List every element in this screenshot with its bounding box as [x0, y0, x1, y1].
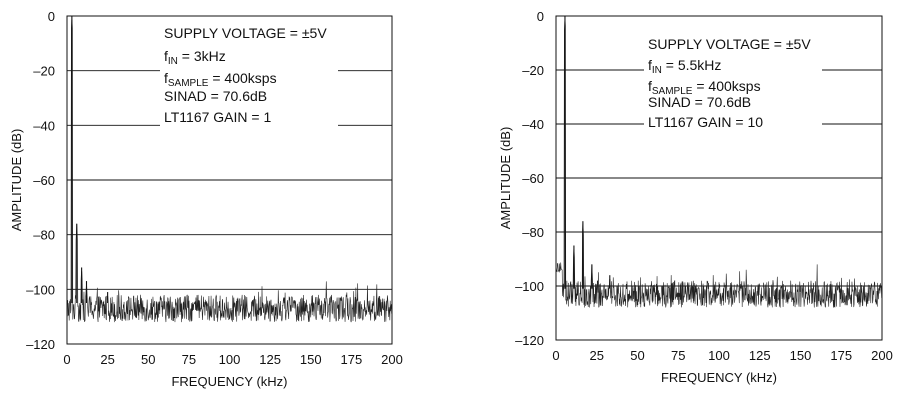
x-tick-label: 25 [100, 352, 114, 367]
annotation-sinad: SINAD = 70.6dB [648, 94, 751, 110]
x-tick-labels: 0 25 50 75 100 125 150 175 200 [63, 352, 402, 367]
fft-chart-gain-1: 0 –20 –40 –60 –80 –100 –120 0 25 50 75 100 125 150 17… [9, 9, 403, 389]
y-tick-label: –80 [522, 225, 544, 240]
annotation-gain: LT1167 GAIN = 1 [164, 109, 271, 125]
y-tick-label: 0 [537, 9, 544, 24]
fft-chart-gain-1-svg: 0 –20 –40 –60 –80 –100 –120 0 25 50 75 100 125 150 17… [9, 9, 403, 389]
annotation-fs-value: = 400ksps [208, 70, 276, 86]
annotation-gain: LT1167 GAIN = 10 [648, 114, 763, 130]
x-tick-label: 200 [871, 348, 893, 363]
y-tick-labels: 0 –20 –40 –60 –80 –100 –120 [515, 9, 544, 348]
x-tick-label: 0 [63, 352, 70, 367]
y-tick-label: –100 [26, 282, 55, 297]
y-tick-labels: 0 –20 –40 –60 –80 –100 –120 [26, 9, 55, 352]
x-axis-label: FREQUENCY (kHz) [171, 374, 287, 389]
y-tick-label: –60 [522, 171, 544, 186]
annotation-block: SUPPLY VOLTAGE = ±5V fIN = 3kHz fSAMPLE … [160, 22, 338, 128]
annotation-fin-sub: IN [168, 56, 178, 67]
annotation-supply: SUPPLY VOLTAGE = ±5V [648, 36, 811, 52]
x-tick-label: 100 [708, 348, 730, 363]
plot-frame [555, 15, 883, 341]
x-tick-label: 150 [790, 348, 812, 363]
x-tick-label: 175 [341, 352, 363, 367]
x-tick-label: 0 [552, 348, 559, 363]
x-tick-label: 175 [830, 348, 852, 363]
annotation-fin: fIN = 5.5kHz [648, 57, 721, 76]
annotation-background [160, 22, 338, 128]
annotation-fin: fIN = 3kHz [164, 48, 226, 67]
x-tick-label: 150 [300, 352, 322, 367]
annotation-fsample: fSAMPLE = 400ksps [648, 78, 761, 97]
annotation-fin-value: = 5.5kHz [662, 57, 722, 73]
annotation-fs-value: = 400ksps [692, 78, 760, 94]
y-tick-label: –100 [515, 279, 544, 294]
y-tick-label: –120 [26, 337, 55, 352]
annotation-fin-sub: IN [652, 65, 662, 76]
x-tick-label: 125 [749, 348, 771, 363]
y-tick-label: –40 [522, 117, 544, 132]
y-axis-label: AMPLITUDE (dB) [498, 127, 513, 230]
y-axis-label: AMPLITUDE (dB) [9, 129, 24, 232]
x-tick-label: 125 [259, 352, 281, 367]
annotation-fsample: fSAMPLE = 400ksps [164, 70, 277, 89]
annotation-sinad: SINAD = 70.6dB [164, 88, 267, 104]
y-tick-label: –120 [515, 333, 544, 348]
x-tick-label: 25 [590, 348, 604, 363]
plot-frame [66, 15, 393, 345]
x-tick-label: 75 [671, 348, 685, 363]
annotation-fs-sub: SAMPLE [168, 78, 209, 89]
x-tick-labels: 0 25 50 75 100 125 150 175 200 [552, 348, 892, 363]
spectrum-trace [555, 16, 883, 308]
annotation-background [644, 33, 822, 133]
x-tick-label: 100 [219, 352, 241, 367]
annotation-block: SUPPLY VOLTAGE = ±5V fIN = 5.5kHz fSAMPL… [644, 33, 822, 133]
annotation-fs-sub: SAMPLE [652, 86, 693, 97]
y-tick-label: –80 [33, 228, 55, 243]
annotation-supply: SUPPLY VOLTAGE = ±5V [164, 25, 327, 41]
x-tick-label: 200 [381, 352, 403, 367]
annotation-fin-prefix: f [164, 48, 168, 64]
y-tick-label: –20 [522, 63, 544, 78]
x-axis-label: FREQUENCY (kHz) [661, 370, 777, 385]
x-tick-label: 50 [630, 348, 644, 363]
y-tick-label: –20 [33, 64, 55, 79]
x-tick-label: 50 [141, 352, 155, 367]
annotation-fs-prefix: f [164, 70, 168, 86]
fft-chart-gain-10: 0 –20 –40 –60 –80 –100 –120 0 25 50 75 100 125 150 17… [450, 0, 900, 406]
annotation-fin-value: = 3kHz [178, 48, 226, 64]
fft-chart-gain-10-svg: 0 –20 –40 –60 –80 –100 –120 0 25 50 75 100 125 150 17… [498, 9, 893, 385]
y-tick-label: –40 [33, 118, 55, 133]
spectrum-trace [66, 16, 393, 323]
y-tick-label: –60 [33, 173, 55, 188]
annotation-fin-prefix: f [648, 57, 652, 73]
spectrum-line [66, 19, 393, 323]
annotation-fs-prefix: f [648, 78, 652, 94]
x-tick-label: 75 [182, 352, 196, 367]
y-tick-label: 0 [48, 9, 55, 24]
